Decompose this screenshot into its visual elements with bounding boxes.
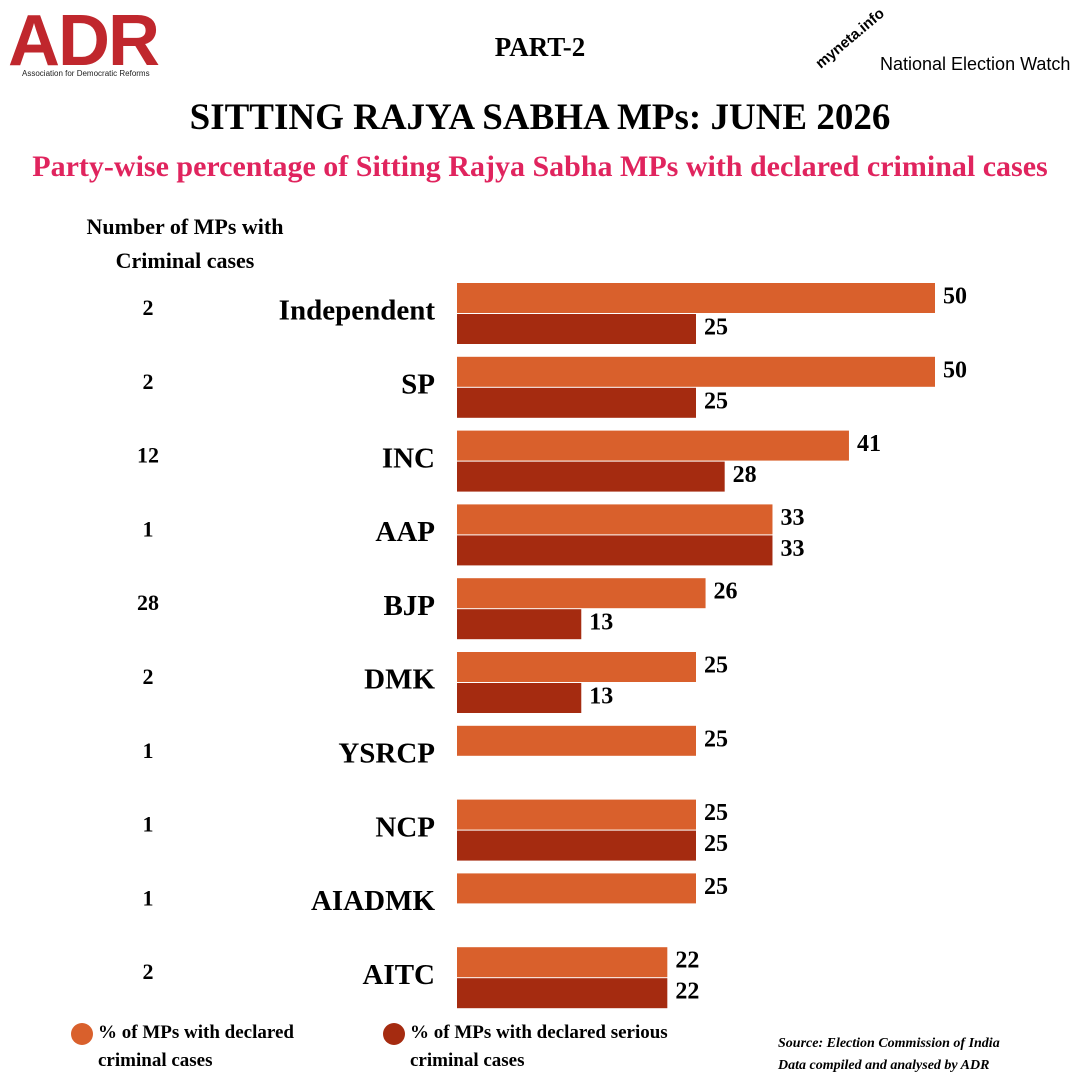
- value-label: 13: [589, 684, 613, 710]
- bar: [457, 430, 849, 461]
- bar: [457, 314, 696, 344]
- count-label: 12: [137, 443, 159, 468]
- category-label: AITC: [362, 959, 435, 991]
- adr-logo: ADR: [8, 1, 160, 81]
- count-label: 1: [143, 812, 154, 837]
- count-label: 1: [143, 885, 154, 910]
- category-label: INC: [382, 442, 435, 474]
- category-label: AAP: [375, 516, 435, 548]
- bar: [457, 830, 696, 861]
- chart-title: SITTING RAJYA SABHA MPs: JUNE 2026: [189, 97, 891, 138]
- new-logo: National Election Watch: [880, 54, 1071, 74]
- source-line: Data compiled and analysed by ADR: [778, 1058, 990, 1073]
- count-label: 1: [143, 738, 154, 763]
- bar: [457, 504, 773, 535]
- bar: [457, 356, 935, 387]
- bar: [457, 535, 773, 566]
- value-label: 22: [675, 979, 699, 1005]
- value-label: 25: [704, 874, 728, 900]
- bar: [457, 873, 696, 904]
- count-label: 2: [143, 369, 154, 394]
- category-label: YSRCP: [338, 737, 435, 769]
- count-label: 1: [143, 516, 154, 541]
- value-label: 50: [943, 284, 967, 310]
- category-label: NCP: [375, 811, 435, 843]
- category-label: AIADMK: [311, 885, 435, 917]
- count-label: 2: [143, 664, 154, 689]
- count-label: 2: [143, 959, 154, 984]
- value-label: 41: [857, 431, 881, 457]
- bar: [457, 578, 706, 609]
- chart-subtitle: Party-wise percentage of Sitting Rajya S…: [32, 150, 1048, 183]
- legend-label: % of MPs with declared serious criminal …: [410, 1022, 668, 1071]
- bar: [457, 652, 696, 682]
- bar: [457, 283, 935, 313]
- legend-marker: [71, 1023, 93, 1045]
- count-header: Number of MPs with Criminal cases: [30, 210, 340, 278]
- count-header-line: Number of MPs with: [86, 214, 284, 239]
- bar: [457, 609, 582, 640]
- value-label: 26: [714, 579, 738, 605]
- value-label: 50: [943, 357, 967, 383]
- bar: [457, 799, 696, 830]
- value-label: 33: [780, 536, 804, 562]
- value-label: 13: [589, 610, 613, 636]
- value-label: 25: [704, 653, 728, 679]
- adr-name: Association for Democratic Reforms: [22, 69, 150, 78]
- count-label: 28: [137, 590, 159, 615]
- value-label: 25: [704, 726, 728, 752]
- bar: [457, 461, 725, 492]
- legend-label: % of MPs with declared criminal cases: [98, 1022, 294, 1071]
- value-label: 33: [780, 505, 804, 531]
- category-label: SP: [401, 368, 435, 400]
- value-label: 28: [733, 462, 757, 488]
- legend-marker: [383, 1023, 405, 1045]
- bar: [457, 387, 696, 418]
- value-label: 25: [704, 831, 728, 857]
- bar: [457, 978, 668, 1009]
- count-header-line: Criminal cases: [115, 248, 255, 273]
- category-label: BJP: [383, 590, 435, 622]
- category-label: Independent: [279, 295, 436, 327]
- value-label: 25: [704, 800, 728, 826]
- source-line: Source: Election Commission of India: [778, 1036, 1000, 1051]
- count-label: 2: [143, 295, 154, 320]
- category-label: DMK: [364, 664, 435, 696]
- value-label: 25: [704, 315, 728, 341]
- part: PART-2: [494, 32, 586, 62]
- bar: [457, 683, 582, 713]
- value-label: 25: [704, 388, 728, 414]
- source: Source: Election Commission of India Dat…: [778, 1033, 1000, 1077]
- bar: [457, 947, 668, 978]
- bar: [457, 725, 696, 756]
- value-label: 22: [675, 948, 699, 974]
